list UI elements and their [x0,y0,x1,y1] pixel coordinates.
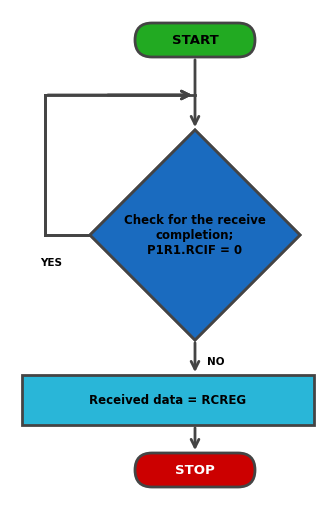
Text: NO: NO [207,357,224,367]
Text: Check for the receive
completion;
P1R1.RCIF = 0: Check for the receive completion; P1R1.R… [124,214,266,257]
Bar [45,95,195,235]
Text: Check for the receive
completion;
P1R1.RCIF = 0: Check for the receive completion; P1R1.R… [124,214,266,257]
FancyBboxPatch shape [135,23,255,57]
FancyBboxPatch shape [135,453,255,487]
Text: YES: YES [40,258,62,268]
Polygon shape [90,130,300,340]
Text: STOP: STOP [175,463,215,476]
Text: START: START [172,34,218,47]
Polygon shape [90,130,300,340]
Bar [22,375,314,425]
Text: Received data = RCREG: Received data = RCREG [90,393,246,406]
